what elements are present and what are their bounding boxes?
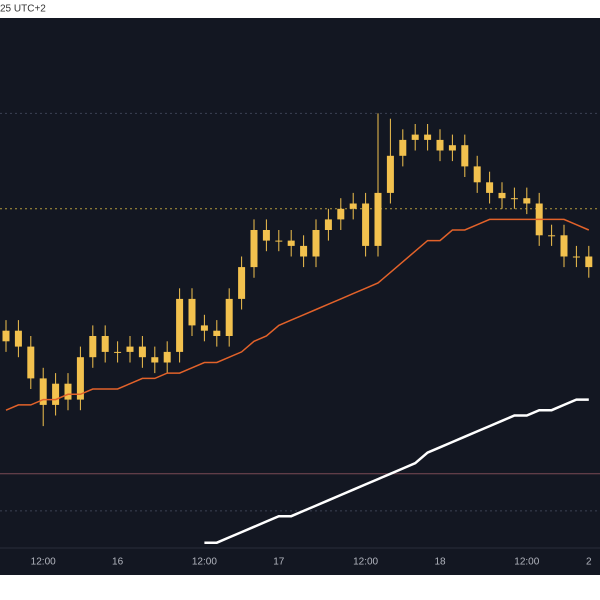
candle-body bbox=[461, 145, 469, 167]
candle-body bbox=[585, 256, 593, 268]
candle-body bbox=[27, 346, 35, 379]
candle-body bbox=[89, 336, 97, 358]
candle-body bbox=[76, 357, 84, 400]
candle-body bbox=[114, 351, 122, 353]
candle-body bbox=[64, 383, 72, 400]
candle-body bbox=[262, 230, 270, 241]
x-tick-label: 16 bbox=[112, 557, 124, 568]
candle-body bbox=[374, 192, 382, 246]
moving-average-line bbox=[5, 218, 590, 411]
candle-body bbox=[448, 145, 456, 151]
x-tick-label: 18 bbox=[434, 557, 446, 568]
x-tick-label: 12:00 bbox=[353, 557, 378, 568]
candle-body bbox=[300, 245, 308, 257]
candle-body bbox=[411, 134, 419, 140]
candle-body bbox=[548, 235, 556, 237]
candle-body bbox=[386, 155, 394, 193]
candle-body bbox=[250, 230, 258, 268]
chart-background bbox=[0, 18, 600, 575]
candle-body bbox=[312, 230, 320, 257]
candle-body bbox=[498, 192, 506, 199]
candle-body bbox=[200, 325, 208, 331]
candle-body bbox=[337, 208, 345, 220]
candle-body bbox=[510, 198, 518, 200]
candle-body bbox=[225, 298, 233, 336]
candle-body bbox=[486, 182, 494, 193]
candle-body bbox=[101, 336, 109, 352]
candle-body bbox=[188, 298, 196, 326]
candle-body bbox=[324, 219, 332, 230]
candle-body bbox=[473, 166, 481, 183]
candle-body bbox=[138, 346, 146, 358]
candle-body bbox=[238, 267, 246, 299]
x-tick-label: 2 bbox=[586, 557, 592, 568]
x-tick-label: 12:00 bbox=[192, 557, 217, 568]
candle-body bbox=[213, 330, 221, 336]
candle-body bbox=[523, 198, 531, 204]
candle-body bbox=[163, 351, 171, 363]
candle-body bbox=[560, 235, 568, 257]
candle-body bbox=[275, 240, 283, 242]
moving-average-line bbox=[204, 398, 589, 544]
candle-body bbox=[126, 346, 134, 352]
candle-body bbox=[39, 378, 47, 405]
candle-body bbox=[362, 203, 370, 246]
candle-body bbox=[349, 203, 357, 209]
candle-body bbox=[151, 357, 159, 363]
candle-body bbox=[572, 256, 580, 258]
timezone-label: 25 UTC+2 bbox=[0, 4, 46, 15]
candle-body bbox=[424, 134, 432, 140]
x-tick-label: 12:00 bbox=[31, 557, 56, 568]
candle-body bbox=[52, 383, 60, 405]
candle-body bbox=[14, 330, 22, 347]
candle-body bbox=[399, 139, 407, 156]
candle-body bbox=[436, 139, 444, 151]
x-tick-label: 17 bbox=[273, 557, 285, 568]
candle-body bbox=[2, 330, 10, 342]
x-tick-label: 12:00 bbox=[514, 557, 539, 568]
candle-body bbox=[287, 240, 295, 246]
candle-body bbox=[176, 298, 184, 352]
